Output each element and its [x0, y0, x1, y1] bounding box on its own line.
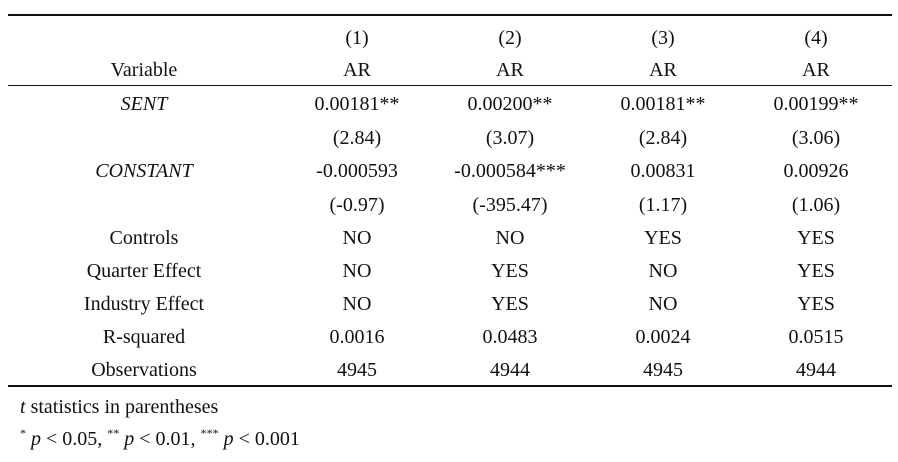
table-cell: 0.00199** [773, 93, 859, 115]
star-2: ** [107, 426, 120, 440]
col-number-1: (1) [345, 27, 369, 49]
row-label-controls: Controls [109, 227, 179, 249]
bottom-rule [8, 385, 892, 387]
table-cell: (3.07) [485, 127, 535, 149]
table-cell: -0.000593 [316, 160, 398, 182]
table-cell: YES [491, 260, 529, 282]
significance-note: * p < 0.05, ** p < 0.01, *** p < 0.001 [20, 427, 300, 451]
table-cell: (1.17) [638, 194, 688, 216]
threshold-1: < 0.05, [41, 428, 108, 450]
star-1: * [20, 426, 26, 440]
table-cell: NO [342, 227, 372, 249]
table-cell: (2.84) [332, 127, 382, 149]
table-cell: 0.00200** [467, 93, 553, 115]
row-label-r-squared: R-squared [102, 326, 186, 348]
col-number-3: (3) [651, 27, 675, 49]
table-cell: 0.0016 [329, 326, 385, 348]
table-cell: (-395.47) [472, 194, 548, 216]
table-cell: 0.0515 [788, 326, 844, 348]
table-cell: YES [797, 260, 835, 282]
table-cell: (-0.97) [329, 194, 385, 216]
threshold-2: < 0.01, [134, 428, 201, 450]
variable-header: Variable [110, 59, 178, 81]
row-label-sent: SENT [120, 93, 168, 115]
table-cell: NO [495, 227, 525, 249]
dep-var-4: AR [802, 59, 830, 81]
table-cell: NO [648, 293, 678, 315]
t-stat-note-text: statistics in parentheses [25, 396, 219, 418]
row-label-constant: CONSTANT [95, 160, 193, 182]
table-cell: YES [491, 293, 529, 315]
table-cell: (2.84) [638, 127, 688, 149]
table-cell: NO [648, 260, 678, 282]
dep-var-3: AR [649, 59, 677, 81]
table-cell: (3.06) [791, 127, 841, 149]
table-cell: 4945 [643, 359, 683, 381]
table-cell: -0.000584*** [454, 160, 566, 182]
col-number-4: (4) [804, 27, 828, 49]
row-label-observations: Observations [91, 359, 197, 381]
t-symbol: t [20, 396, 26, 418]
table-cell: YES [797, 227, 835, 249]
p-symbol: p [31, 428, 41, 450]
table-cell: YES [644, 227, 682, 249]
table-cell: 0.00831 [630, 160, 696, 182]
table-cell: 0.0024 [635, 326, 691, 348]
table-cell: NO [342, 260, 372, 282]
table-cell: 0.00181** [314, 93, 400, 115]
table-cell: 0.00181** [620, 93, 706, 115]
col-number-2: (2) [498, 27, 522, 49]
row-label-industry-effect: Industry Effect [83, 293, 205, 315]
top-rule [8, 14, 892, 16]
t-stat-note: t statistics in parentheses [20, 395, 218, 419]
table-cell: 0.0483 [482, 326, 538, 348]
dep-var-2: AR [496, 59, 524, 81]
dep-var-1: AR [343, 59, 371, 81]
table-cell: 4944 [490, 359, 530, 381]
table-cell: YES [797, 293, 835, 315]
row-label-quarter-effect: Quarter Effect [86, 260, 202, 282]
table-cell: 4944 [796, 359, 836, 381]
threshold-3: < 0.001 [233, 428, 300, 450]
header-rule [8, 85, 892, 86]
table-cell: (1.06) [791, 194, 841, 216]
table-cell: 0.00926 [783, 160, 849, 182]
table-cell: NO [342, 293, 372, 315]
p-symbol: p [124, 428, 135, 450]
p-symbol: p [223, 428, 234, 450]
table-cell: 4945 [337, 359, 377, 381]
star-3: *** [200, 426, 219, 440]
